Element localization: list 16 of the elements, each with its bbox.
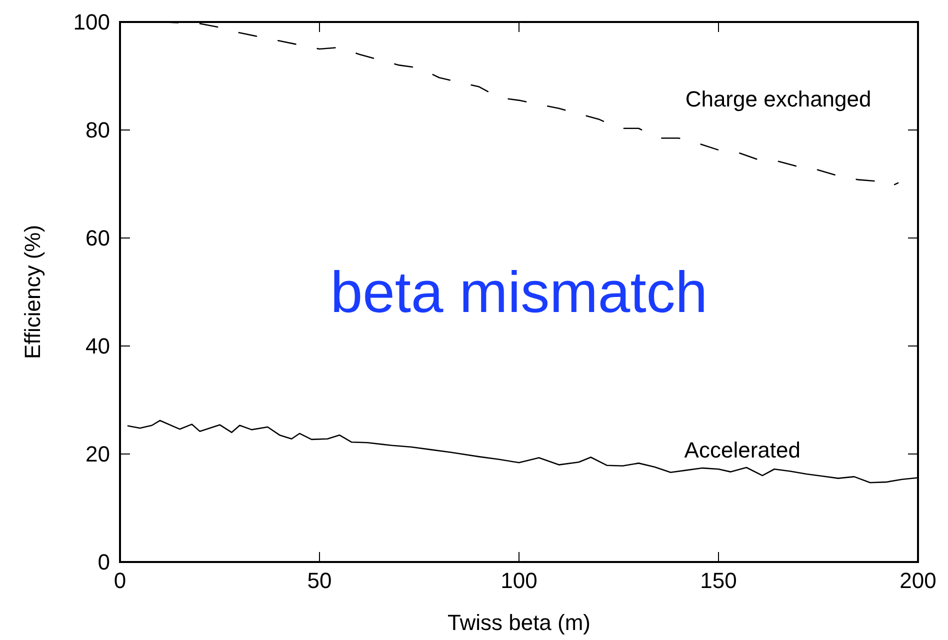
y-tick-label: 0 (98, 550, 110, 575)
y-tick-label: 60 (86, 226, 110, 251)
x-tick-label: 50 (307, 568, 332, 593)
series-label: Accelerated (684, 438, 800, 462)
annotation: beta mismatch (330, 260, 708, 325)
y-axis-title: Efficiency (%) (20, 224, 45, 360)
x-tick-label: 0 (114, 568, 126, 593)
y-tick-label: 20 (86, 442, 110, 467)
y-tick-label: 40 (86, 334, 110, 359)
series-label: Charge exchanged (685, 86, 872, 112)
y-tick-label: 100 (73, 10, 110, 35)
x-tick-label: 100 (500, 568, 538, 593)
x-tick-label: 150 (700, 568, 737, 593)
x-tick-label: 200 (900, 568, 936, 593)
x-axis-title: Twiss beta (m) (447, 610, 591, 635)
y-tick-label: 80 (86, 118, 110, 143)
